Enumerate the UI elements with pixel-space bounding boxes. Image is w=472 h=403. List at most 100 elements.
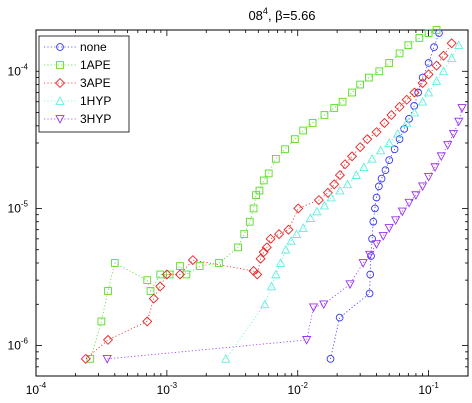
- y-tick-label-exponent: -5: [21, 199, 29, 208]
- series-1hyp: [221, 40, 464, 363]
- data-point: [368, 235, 376, 243]
- legend-label: none: [80, 40, 107, 54]
- data-point: [312, 206, 322, 216]
- legend-marker: [54, 77, 66, 89]
- chart-title: 084, β=5.66: [248, 6, 315, 23]
- data-point: [392, 128, 403, 138]
- data-point: [430, 43, 438, 51]
- data-point: [291, 229, 302, 238]
- data-point: [365, 250, 375, 260]
- data-point: [371, 127, 382, 138]
- legend-marker: [56, 43, 64, 51]
- data-point: [375, 67, 384, 76]
- legend-label: 1APE: [80, 58, 111, 72]
- data-point: [302, 336, 312, 345]
- x-tick-label: 10-1: [418, 381, 439, 397]
- data-point: [347, 151, 358, 162]
- data-point: [411, 191, 421, 200]
- data-point: [424, 59, 433, 67]
- series-3hyp: [102, 104, 467, 364]
- data-point: [385, 156, 394, 164]
- data-point: [260, 299, 270, 309]
- data-point: [259, 176, 268, 185]
- data-point: [367, 252, 375, 260]
- data-point: [275, 258, 286, 267]
- legend-entry-none: none: [44, 40, 107, 54]
- data-point: [423, 87, 434, 97]
- y-tick-label-exponent: -6: [21, 337, 29, 346]
- data-point: [454, 117, 464, 127]
- data-point: [436, 152, 446, 162]
- data-point: [415, 34, 424, 42]
- data-point: [417, 78, 428, 89]
- data-point: [430, 163, 440, 172]
- x-tick-label-base: 10: [418, 383, 432, 397]
- series-line-3ape: [85, 43, 452, 360]
- y-tick-label-base: 10: [8, 64, 22, 78]
- data-point: [322, 187, 333, 198]
- legend-entry-3hyp: 3HYP: [44, 112, 111, 126]
- data-point: [438, 50, 449, 61]
- x-tick-label-exponent: -1: [432, 381, 440, 390]
- data-point: [308, 119, 317, 127]
- data-point: [414, 88, 423, 97]
- data-point: [381, 166, 390, 175]
- data-point: [283, 224, 294, 235]
- data-point: [271, 269, 281, 279]
- data-point: [265, 233, 276, 244]
- data-point: [371, 240, 382, 249]
- data-point: [362, 134, 373, 145]
- data-point: [409, 87, 420, 98]
- data-point: [326, 192, 336, 202]
- data-point: [215, 259, 223, 267]
- data-point: [417, 96, 428, 106]
- legend-label: 1HYP: [80, 94, 111, 108]
- data-point: [266, 281, 277, 291]
- data-point: [351, 170, 361, 179]
- x-tick-label-exponent: -2: [301, 381, 309, 390]
- data-point: [240, 230, 249, 238]
- data-point: [326, 355, 335, 363]
- data-point: [290, 135, 299, 144]
- data-point: [365, 289, 374, 298]
- data-point: [102, 334, 114, 345]
- data-point: [271, 154, 280, 163]
- data-point: [378, 232, 388, 241]
- data-point: [431, 76, 442, 85]
- x-tick-label-exponent: -4: [39, 381, 47, 390]
- data-point: [329, 179, 340, 190]
- data-point: [358, 259, 368, 268]
- legend-marker: [56, 61, 64, 69]
- data-point: [409, 107, 420, 117]
- data-point: [404, 198, 414, 208]
- data-point: [379, 117, 390, 128]
- data-point: [80, 353, 91, 364]
- data-point: [299, 126, 308, 135]
- data-point: [143, 276, 152, 284]
- data-point: [298, 223, 308, 232]
- data-point: [86, 355, 95, 363]
- data-point: [195, 262, 204, 270]
- data-point: [320, 111, 329, 119]
- data-point: [365, 73, 373, 82]
- data-point: [258, 247, 269, 258]
- data-point: [417, 182, 428, 192]
- legend-label: 3APE: [80, 76, 111, 90]
- data-point: [366, 270, 375, 279]
- data-point: [245, 217, 254, 226]
- data-point: [359, 162, 369, 171]
- x-tick-label-base: 10: [157, 383, 171, 397]
- data-point: [438, 66, 449, 76]
- data-point: [394, 101, 405, 112]
- y-tick-label: 10-6: [8, 337, 29, 353]
- data-point: [293, 203, 304, 214]
- data-point: [281, 145, 289, 154]
- data-point: [446, 38, 457, 49]
- chart-title-text: 08: [248, 8, 262, 23]
- data-point: [395, 135, 404, 144]
- data-point: [161, 269, 172, 280]
- data-point: [249, 204, 258, 213]
- data-point: [335, 313, 344, 322]
- data-point: [400, 125, 408, 133]
- y-tick-label: 10-5: [8, 199, 29, 215]
